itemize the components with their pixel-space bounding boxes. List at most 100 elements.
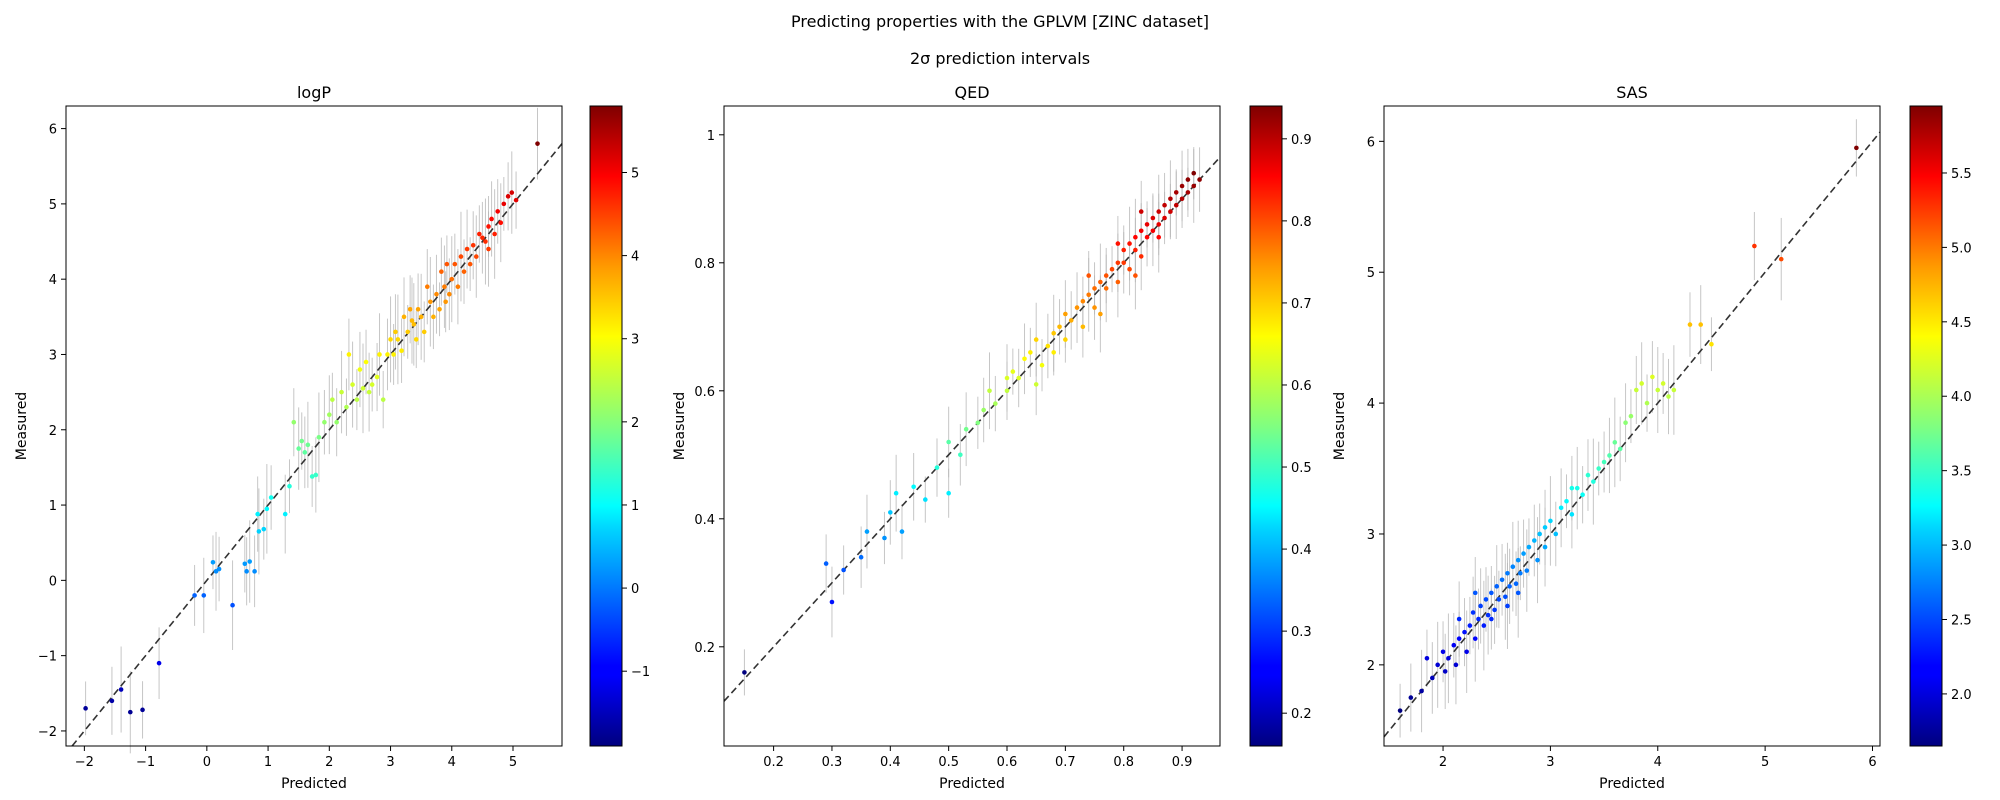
data-point (1092, 286, 1097, 291)
data-point (492, 231, 497, 237)
data-point (893, 490, 899, 496)
data-point (439, 269, 444, 274)
error-bars (1399, 119, 1857, 738)
data-point (1548, 518, 1553, 524)
data-point (213, 569, 219, 574)
data-point (1709, 341, 1714, 347)
data-point (1698, 322, 1704, 327)
data-point (313, 472, 319, 478)
x-tick-label: 0.9 (1172, 755, 1193, 770)
colorbar-tick-label: 0.3 (1291, 625, 1312, 640)
data-point (1476, 616, 1481, 622)
data-point (1521, 551, 1526, 556)
x-axis-label: Predicted (281, 776, 347, 792)
data-point (261, 526, 267, 532)
data-point (1553, 531, 1559, 537)
data-point (83, 706, 88, 711)
data-point (858, 554, 864, 560)
data-point (882, 535, 887, 541)
data-point (1660, 381, 1666, 386)
data-point (946, 439, 951, 445)
colorbar-tick-label: 4 (631, 250, 639, 265)
colorbar-tick-label: 4.0 (1951, 390, 1972, 405)
data-point (109, 698, 115, 704)
colorbar (1909, 105, 1943, 747)
colorbar-tick-label: 2 (631, 416, 639, 431)
x-tick-label: 3 (1546, 755, 1554, 770)
data-point (1440, 649, 1446, 655)
data-point (350, 382, 355, 387)
data-point (1185, 177, 1191, 182)
colorbar-tick-label: 1 (631, 499, 639, 514)
data-point (1168, 196, 1173, 202)
data-point (369, 382, 375, 387)
data-point (431, 314, 436, 320)
data-point (1010, 369, 1016, 374)
y-tick-label: 2 (1367, 659, 1375, 674)
data-point (1086, 273, 1092, 278)
data-point (413, 337, 419, 342)
data-point (1156, 222, 1162, 227)
y-axis-label: Measured (1332, 392, 1348, 460)
data-point (1671, 387, 1677, 393)
data-point (1591, 479, 1596, 484)
axes-frame (65, 105, 563, 747)
data-point (1515, 590, 1521, 596)
data-point (407, 306, 413, 312)
data-point (1430, 675, 1435, 681)
data-point (1045, 343, 1051, 349)
data-point (127, 709, 133, 715)
chart-panel-0: −2 −1 0 1 2 3 4 5 −2 −1 0 1 2 3 4 5 6 logP Predicted Measur… (14, 83, 650, 792)
data-point (1103, 286, 1109, 291)
y-axis-label: Measured (672, 392, 688, 460)
data-point (330, 397, 335, 402)
data-point (443, 299, 448, 305)
y-tick-label: 4 (1367, 397, 1375, 412)
data-point (385, 352, 390, 357)
panel-title: SAS (1616, 83, 1648, 102)
data-point (442, 284, 447, 290)
data-point (1150, 215, 1156, 221)
data-point (963, 426, 969, 432)
data-point (1585, 472, 1591, 478)
axes-frame (1383, 105, 1881, 747)
data-point (354, 397, 360, 402)
data-point (1515, 557, 1521, 563)
data-point (302, 450, 308, 455)
data-point (1489, 590, 1494, 596)
data-point (467, 261, 473, 267)
data-point (1617, 446, 1623, 452)
data-point (1456, 616, 1462, 622)
data-point (1687, 322, 1693, 327)
data-point (1033, 337, 1039, 342)
data-point (409, 318, 415, 323)
axes-frame (723, 105, 1221, 747)
y-tick-label: 0.4 (694, 513, 715, 528)
panel-title: QED (954, 83, 989, 102)
y-tick-label: 0.6 (694, 385, 715, 400)
data-point (1133, 234, 1138, 240)
reference-line (1383, 131, 1881, 738)
data-point (1115, 260, 1121, 266)
y-tick-label: 0 (49, 574, 57, 589)
data-point (322, 419, 327, 425)
y-axis-label: Measured (14, 392, 30, 460)
data-point (1503, 594, 1508, 600)
x-tick-label: 5 (509, 755, 517, 770)
data-point (841, 567, 846, 573)
y-tick-label: 6 (49, 123, 57, 138)
data-point (1022, 356, 1027, 362)
data-point (1103, 273, 1109, 278)
chart-panel-2: 2 3 4 5 6 2 3 4 5 6 SAS Predicted Measured 2.0 2.5 3.0 3… (1332, 83, 1972, 792)
data-point (1185, 190, 1191, 195)
data-point (1397, 708, 1403, 713)
y-tick-label: 4 (49, 273, 57, 288)
x-tick-label: 4 (448, 755, 456, 770)
data-point (1039, 362, 1045, 368)
data-point (1462, 629, 1467, 635)
data-point (823, 561, 829, 566)
data-point (1535, 557, 1540, 563)
data-point (1633, 387, 1639, 393)
data-point (1623, 420, 1628, 426)
data-point (264, 506, 270, 512)
